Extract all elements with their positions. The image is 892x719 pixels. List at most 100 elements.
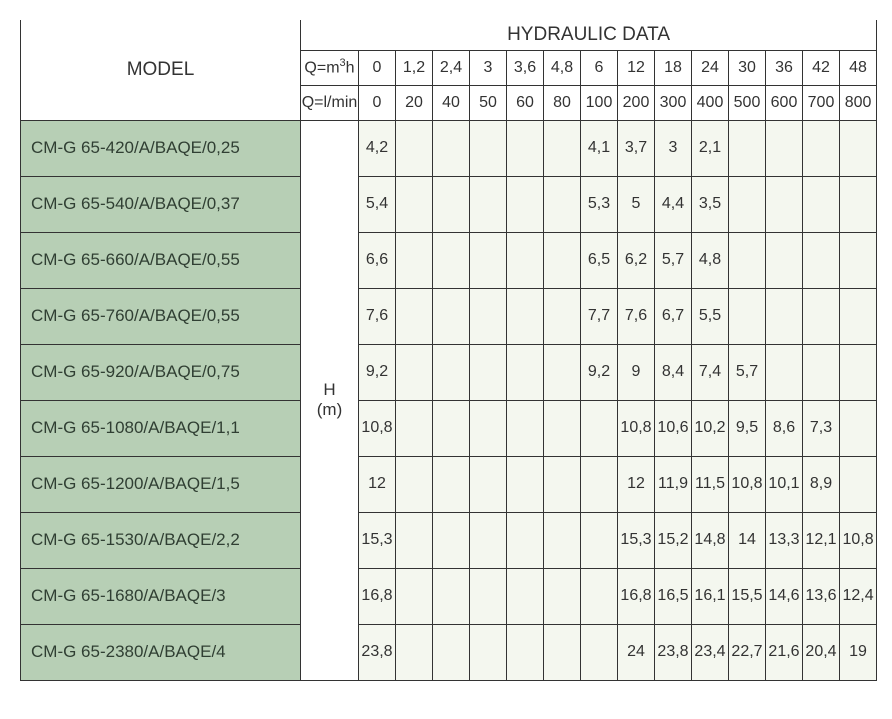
data-cell — [840, 120, 877, 176]
q-m3h-val: 18 — [655, 50, 692, 85]
data-cell: 12,4 — [840, 568, 877, 624]
data-cell: 11,9 — [655, 456, 692, 512]
q-m3h-val: 3,6 — [507, 50, 544, 85]
data-cell — [396, 512, 433, 568]
data-cell: 22,7 — [729, 624, 766, 680]
data-cell: 7,6 — [359, 288, 396, 344]
data-cell — [581, 624, 618, 680]
data-cell: 7,4 — [692, 344, 729, 400]
data-cell: 6,5 — [581, 232, 618, 288]
data-cell: 3,7 — [618, 120, 655, 176]
data-cell: 15,2 — [655, 512, 692, 568]
table-row: CM-G 65-1080/A/BAQE/1,110,810,810,610,29… — [21, 400, 877, 456]
data-cell: 5,7 — [729, 344, 766, 400]
data-cell — [507, 456, 544, 512]
table-row: CM-G 65-660/A/BAQE/0,556,66,56,25,74,8 — [21, 232, 877, 288]
data-cell — [544, 288, 581, 344]
data-cell — [840, 232, 877, 288]
data-cell — [433, 344, 470, 400]
data-cell — [803, 176, 840, 232]
data-cell — [507, 512, 544, 568]
data-cell — [396, 344, 433, 400]
data-cell — [766, 232, 803, 288]
table-row: CM-G 65-1680/A/BAQE/316,816,816,516,115,… — [21, 568, 877, 624]
data-cell: 7,7 — [581, 288, 618, 344]
q-lmin-val: 700 — [803, 85, 840, 120]
data-cell: 6,2 — [618, 232, 655, 288]
data-cell: 12,1 — [803, 512, 840, 568]
table-row: CM-G 65-540/A/BAQE/0,375,45,354,43,5 — [21, 176, 877, 232]
q-lmin-val: 0 — [359, 85, 396, 120]
q-m3h-val: 0 — [359, 50, 396, 85]
data-cell: 24 — [618, 624, 655, 680]
data-cell — [729, 288, 766, 344]
data-cell — [729, 176, 766, 232]
data-cell — [396, 456, 433, 512]
data-cell — [507, 288, 544, 344]
data-cell — [766, 120, 803, 176]
data-cell — [507, 400, 544, 456]
data-cell — [840, 288, 877, 344]
data-cell: 16,8 — [618, 568, 655, 624]
data-cell: 20,4 — [803, 624, 840, 680]
data-cell: 6,7 — [655, 288, 692, 344]
q-lmin-val: 100 — [581, 85, 618, 120]
data-cell: 15,3 — [359, 512, 396, 568]
data-cell: 15,5 — [729, 568, 766, 624]
model-cell: CM-G 65-760/A/BAQE/0,55 — [21, 288, 301, 344]
data-cell: 12 — [618, 456, 655, 512]
data-cell: 8,6 — [766, 400, 803, 456]
data-cell: 10,8 — [359, 400, 396, 456]
model-cell: CM-G 65-660/A/BAQE/0,55 — [21, 232, 301, 288]
model-cell: CM-G 65-920/A/BAQE/0,75 — [21, 344, 301, 400]
data-cell — [470, 344, 507, 400]
h-m-cell: H(m) — [301, 120, 359, 680]
table-row: CM-G 65-1530/A/BAQE/2,215,315,315,214,81… — [21, 512, 877, 568]
q-lmin-val: 200 — [618, 85, 655, 120]
q-m3h-val: 24 — [692, 50, 729, 85]
data-cell: 14 — [729, 512, 766, 568]
data-cell — [544, 400, 581, 456]
data-cell: 14,8 — [692, 512, 729, 568]
data-cell: 5,7 — [655, 232, 692, 288]
data-cell — [766, 176, 803, 232]
data-cell — [544, 456, 581, 512]
q-lmin-val: 800 — [840, 85, 877, 120]
data-cell — [470, 400, 507, 456]
data-cell — [581, 400, 618, 456]
data-cell — [396, 120, 433, 176]
q-lmin-val: 300 — [655, 85, 692, 120]
data-cell: 10,6 — [655, 400, 692, 456]
data-cell: 23,8 — [359, 624, 396, 680]
data-cell — [729, 120, 766, 176]
data-cell: 5,3 — [581, 176, 618, 232]
data-cell: 16,1 — [692, 568, 729, 624]
data-cell — [507, 232, 544, 288]
q-m3h-val: 3 — [470, 50, 507, 85]
data-cell — [396, 400, 433, 456]
data-cell: 4,4 — [655, 176, 692, 232]
data-cell: 4,1 — [581, 120, 618, 176]
q-lmin-val: 60 — [507, 85, 544, 120]
data-cell: 9,2 — [359, 344, 396, 400]
data-cell — [581, 456, 618, 512]
data-cell — [396, 232, 433, 288]
data-cell — [840, 344, 877, 400]
table-body: CM-G 65-420/A/BAQE/0,25H(m)4,24,13,732,1… — [21, 120, 877, 680]
data-cell: 3,5 — [692, 176, 729, 232]
data-cell — [470, 512, 507, 568]
table-row: CM-G 65-760/A/BAQE/0,557,67,77,66,75,5 — [21, 288, 877, 344]
data-cell: 14,6 — [766, 568, 803, 624]
data-cell: 10,8 — [618, 400, 655, 456]
data-cell — [581, 512, 618, 568]
data-cell — [507, 120, 544, 176]
q-m3h-val: 6 — [581, 50, 618, 85]
model-cell: CM-G 65-2380/A/BAQE/4 — [21, 624, 301, 680]
data-cell — [544, 568, 581, 624]
hydraulic-data-table: MODEL HYDRAULIC DATA Q=m3h 0 1,2 2,4 3 3… — [20, 20, 877, 681]
data-cell — [840, 456, 877, 512]
data-cell: 16,5 — [655, 568, 692, 624]
data-cell — [470, 456, 507, 512]
table-row: CM-G 65-1200/A/BAQE/1,5121211,911,510,81… — [21, 456, 877, 512]
data-cell — [544, 232, 581, 288]
